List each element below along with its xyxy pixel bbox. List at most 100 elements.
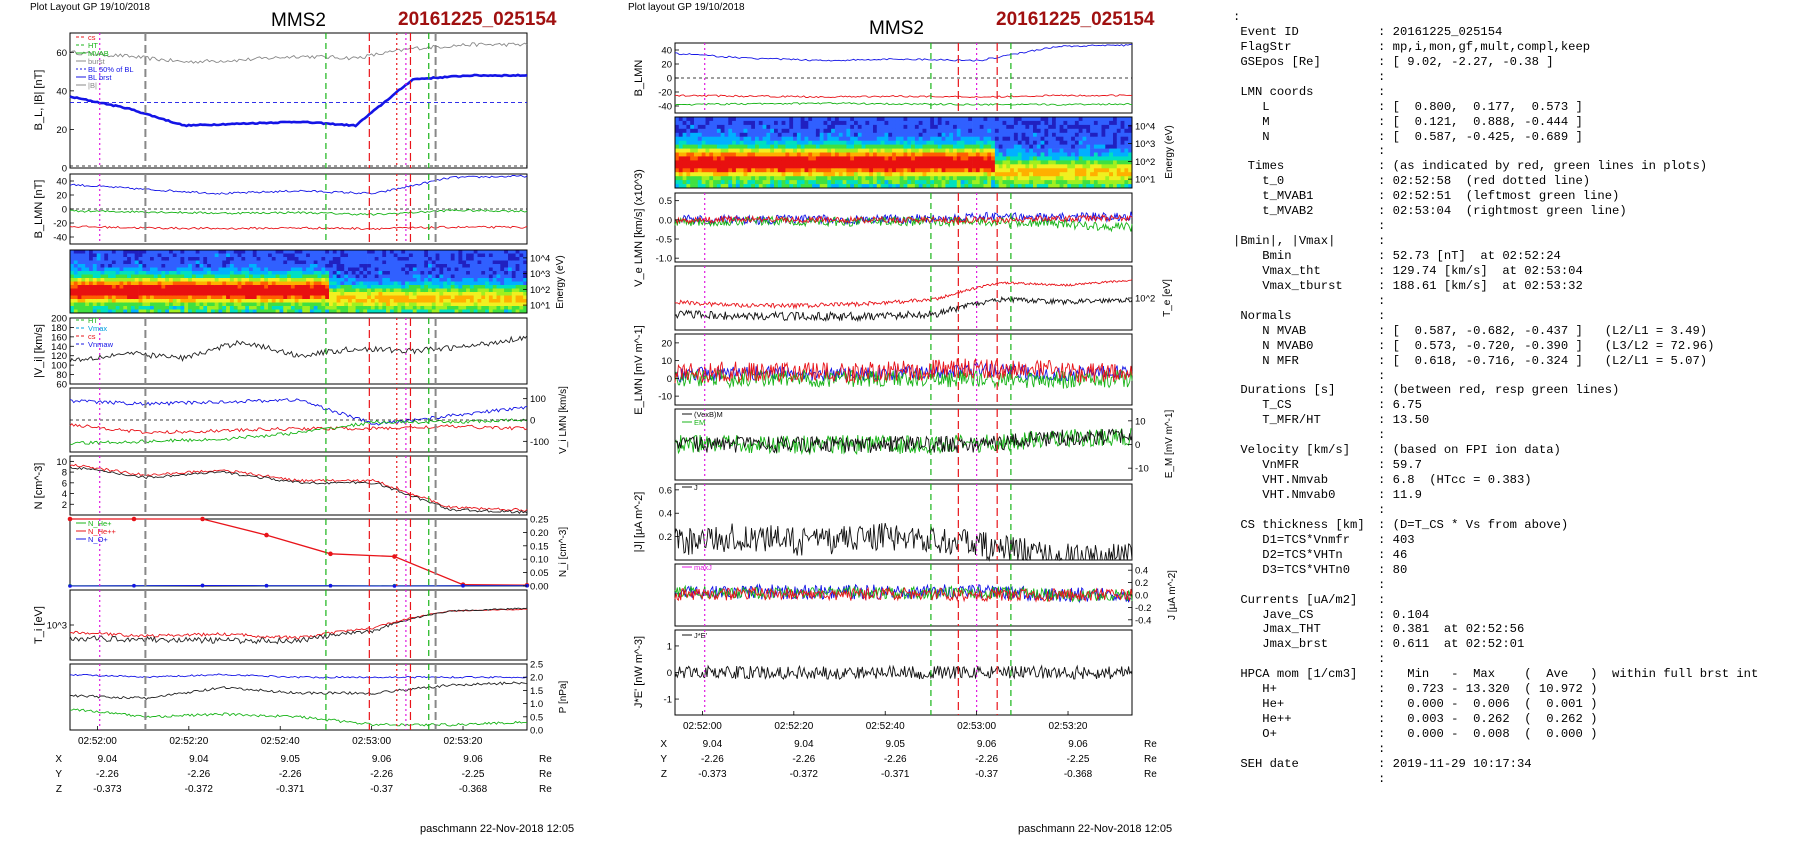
heatmap-cell xyxy=(142,285,147,289)
heatmap-cell xyxy=(705,128,710,134)
heatmap-cell xyxy=(762,120,767,126)
heatmap-cell xyxy=(747,152,752,157)
heatmap-cell xyxy=(473,260,478,265)
heatmap-cell xyxy=(1006,168,1011,173)
heatmap-cell xyxy=(1052,160,1057,165)
heatmap-cell xyxy=(854,136,859,141)
heatmap-cell xyxy=(420,285,425,289)
heatmap-cell xyxy=(306,295,311,300)
heatmap-cell xyxy=(1109,156,1114,161)
heatmap-cell xyxy=(880,152,885,157)
heatmap-cell xyxy=(884,132,889,138)
heatmap-cell xyxy=(675,176,680,181)
heatmap-cell xyxy=(389,295,395,300)
heatmap-cell xyxy=(104,278,109,282)
heatmap-cell xyxy=(873,184,878,189)
info-value: : 13.50 xyxy=(1378,413,1430,428)
heatmap-cell xyxy=(279,288,284,293)
heatmap-cell xyxy=(701,132,706,138)
heatmap-cell xyxy=(450,285,455,289)
heatmap-cell xyxy=(1017,140,1022,145)
heatmap-cell xyxy=(443,271,448,275)
heatmap-cell xyxy=(188,302,193,307)
heatmap-cell xyxy=(899,140,904,145)
heatmap-cell xyxy=(1013,148,1019,153)
heatmap-cell xyxy=(804,184,809,189)
heatmap-cell xyxy=(523,278,528,282)
heatmap-cell xyxy=(355,285,360,289)
heatmap-cell xyxy=(443,250,448,254)
heatmap-cell xyxy=(1071,152,1076,157)
heatmap-cell xyxy=(351,299,356,303)
heatmap-cell xyxy=(264,281,269,286)
heatmap-cell xyxy=(104,292,109,296)
heatmap-cell xyxy=(317,253,322,258)
heatmap-cell xyxy=(70,257,75,261)
heatmap-cell xyxy=(374,306,379,310)
heatmap-cell xyxy=(382,253,387,258)
heatmap-cell xyxy=(850,144,855,149)
heatmap-cell xyxy=(218,306,223,310)
heatmap-cell xyxy=(823,152,828,157)
heatmap-cell xyxy=(1063,160,1068,165)
heatmap-cell xyxy=(926,140,931,145)
heatmap-cell xyxy=(1082,156,1087,161)
heatmap-cell xyxy=(290,281,296,286)
heatmap-cell xyxy=(777,117,782,122)
heatmap-cell xyxy=(991,176,996,181)
heatmap-cell xyxy=(378,267,383,272)
heatmap-cell xyxy=(827,128,832,134)
heatmap-cell xyxy=(146,253,151,258)
heatmap-cell xyxy=(846,160,851,165)
heatmap-cell xyxy=(348,271,353,275)
heatmap-cell xyxy=(321,288,326,293)
heatmap-cell xyxy=(975,168,981,173)
heatmap-cell xyxy=(367,278,372,282)
heatmap-cell xyxy=(89,267,94,272)
heatmap-cell xyxy=(488,257,494,261)
heatmap-cell xyxy=(374,295,379,300)
heatmap-cell xyxy=(834,168,840,173)
heatmap-cell xyxy=(363,267,368,272)
heatmap-cell xyxy=(831,156,836,161)
heatmap-cell xyxy=(739,128,744,134)
heatmap-cell xyxy=(111,309,117,314)
heatmap-cell xyxy=(903,140,908,145)
heatmap-cell xyxy=(325,257,330,261)
heatmap-cell xyxy=(439,281,444,286)
heatmap-cell xyxy=(172,285,177,289)
heatmap-cell xyxy=(876,117,881,122)
heatmap-cell xyxy=(1113,117,1118,122)
heatmap-cell xyxy=(401,278,406,282)
heatmap-cell xyxy=(709,176,714,181)
heatmap-cell xyxy=(443,288,448,293)
heatmap-cell xyxy=(515,267,520,272)
heatmap-cell xyxy=(972,128,977,134)
heatmap-cell xyxy=(1113,144,1118,149)
heatmap-cell xyxy=(1044,144,1049,149)
heatmap-cell xyxy=(819,132,824,138)
heatmap-cell xyxy=(869,172,874,177)
heatmap-cell xyxy=(869,180,874,185)
heatmap-cell xyxy=(321,253,326,258)
heatmap-cell xyxy=(466,299,471,303)
n-red-line xyxy=(69,463,528,512)
heatmap-cell xyxy=(975,124,981,130)
heatmap-cell xyxy=(804,117,809,122)
heatmap-cell xyxy=(138,295,143,300)
heatmap-cell xyxy=(290,260,296,265)
heatmap-cell xyxy=(1078,176,1083,181)
ephemeris-value: -0.37 xyxy=(975,769,998,780)
heatmap-cell xyxy=(678,128,683,134)
heatmap-cell xyxy=(888,132,893,138)
heatmap-cell xyxy=(724,164,729,169)
heatmap-cell xyxy=(191,253,197,258)
heatmap-cell xyxy=(130,309,136,314)
heatmap-cell xyxy=(332,288,337,293)
heatmap-cell xyxy=(953,180,958,185)
heatmap-cell xyxy=(857,144,862,149)
heatmap-cell xyxy=(880,140,885,145)
heatmap-cell xyxy=(287,250,292,254)
heatmap-cell xyxy=(808,168,813,173)
heatmap-cell xyxy=(1021,128,1026,134)
